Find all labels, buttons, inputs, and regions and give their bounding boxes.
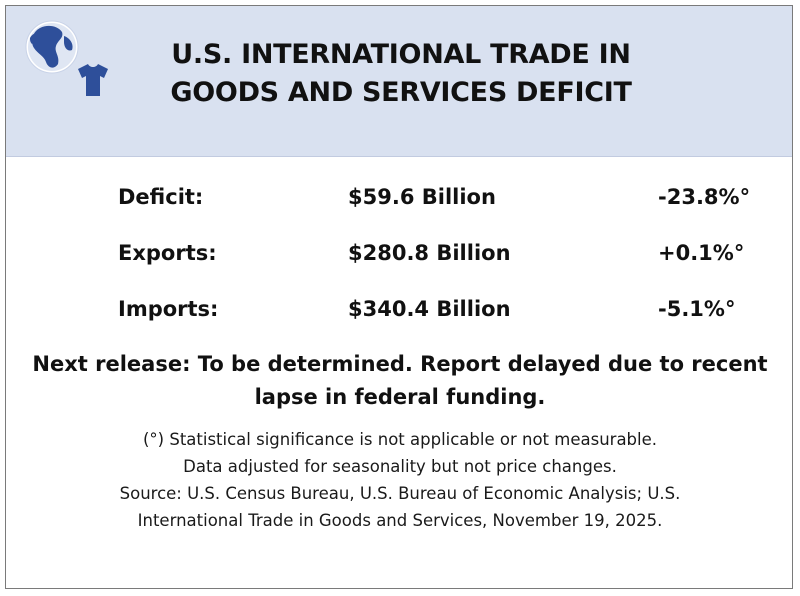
stat-change: -23.8%° [658,185,751,209]
stat-value: $340.4 Billion [348,297,511,321]
stat-change: -5.1%° [658,297,736,321]
title-line-1: U.S. INTERNATIONAL TRADE IN [171,39,631,70]
note-source-1: Source: U.S. Census Bureau, U.S. Bureau … [119,484,681,503]
stat-row-exports: Exports: $280.8 Billion +0.1%° [6,236,792,270]
page-title: U.S. INTERNATIONAL TRADE IN GOODS AND SE… [136,36,666,112]
trade-logo [25,20,108,96]
note-source-2: International Trade in Goods and Service… [137,511,663,530]
stat-label: Exports: [118,241,217,265]
header-banner: U.S. INTERNATIONAL TRADE IN GOODS AND SE… [6,6,792,157]
stat-change: +0.1%° [658,241,745,265]
note-significance: (°) Statistical significance is not appl… [142,430,658,449]
stat-row-imports: Imports: $340.4 Billion -5.1%° [6,292,792,326]
globe-icon [25,20,79,74]
note-seasonality: Data adjusted for seasonality but not pr… [183,457,617,476]
footnotes: (°) Statistical significance is not appl… [26,426,774,534]
stat-label: Imports: [118,297,219,321]
title-line-2: GOODS AND SERVICES DEFICIT [170,77,632,108]
release-line-2: lapse in federal funding. [254,385,546,409]
release-line-1: Next release: To be determined. Report d… [32,352,768,376]
stat-row-deficit: Deficit: $59.6 Billion -23.8%° [6,180,792,214]
trade-deficit-card: U.S. INTERNATIONAL TRADE IN GOODS AND SE… [5,5,793,589]
stat-value: $280.8 Billion [348,241,511,265]
shirt-icon [78,64,108,96]
stat-value: $59.6 Billion [348,185,496,209]
stat-label: Deficit: [118,185,204,209]
next-release-notice: Next release: To be determined. Report d… [26,348,774,414]
